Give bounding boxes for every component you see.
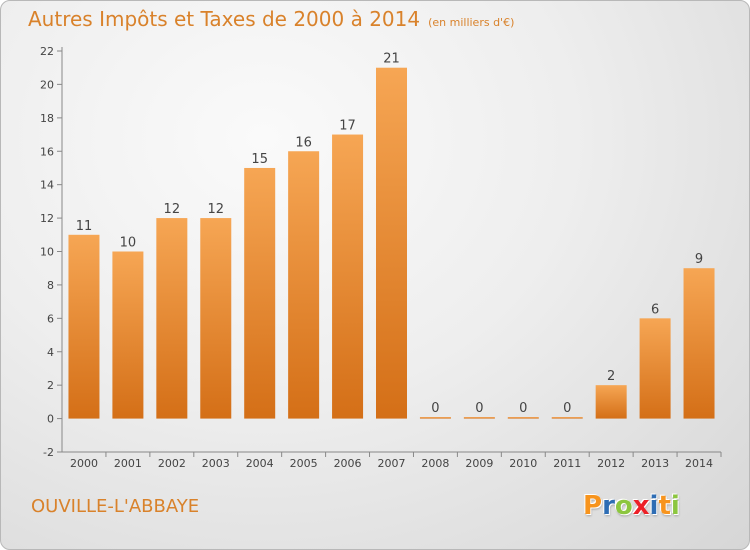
bar [595,385,627,419]
data-label: 0 [431,401,439,416]
bar [507,417,539,419]
data-label: 17 [339,119,356,134]
data-label: 2 [607,369,615,384]
x-tick-label: 2012 [597,457,625,470]
data-label: 9 [695,252,703,267]
y-tick-label: 2 [47,379,54,392]
y-tick-label: 8 [47,279,54,292]
chart-subtitle: (en milliers d'€) [428,16,515,29]
data-label: 11 [76,219,93,234]
bar [463,417,495,419]
proxiti-logo: Proxiti [583,491,680,521]
data-label: 16 [295,135,312,150]
bar [419,417,451,419]
x-tick-label: 2003 [202,457,230,470]
y-tick-label: 0 [47,413,54,426]
logo-letter: t [658,491,671,521]
x-tick-label: 2000 [70,457,98,470]
data-label: 0 [519,401,527,416]
logo-letter: i [649,491,659,521]
data-label: 12 [207,202,224,217]
chart-title: Autres Impôts et Taxes de 2000 à 2014 [28,7,421,31]
chart-header: Autres Impôts et Taxes de 2000 à 2014 (en… [28,7,514,31]
bar [376,67,407,419]
data-label: 10 [120,236,137,251]
x-tick-label: 2001 [114,457,142,470]
y-tick-label: 6 [47,312,54,325]
bar [551,417,583,419]
x-tick-label: 2002 [158,457,186,470]
x-tick-label: 2013 [641,457,669,470]
y-tick-label: 14 [40,179,54,192]
x-tick-label: 2005 [290,457,318,470]
y-tick-label: 4 [47,346,54,359]
y-tick-label: 22 [40,45,54,58]
bar [639,318,671,419]
bars [68,67,715,419]
y-tick-label: 10 [40,246,54,259]
x-tick-label: 2014 [685,457,713,470]
x-tick-label: 2008 [421,457,449,470]
bar [200,218,232,419]
y-tick-label: 12 [40,212,54,225]
bar [112,251,144,419]
x-tick-label: 2009 [465,457,493,470]
data-label: 21 [383,52,400,67]
bar [68,234,100,419]
data-label: 15 [251,152,268,167]
x-tick-label: 2004 [246,457,274,470]
x-tick-label: 2006 [334,457,362,470]
data-label: 6 [651,302,659,317]
bar [244,167,276,419]
logo-letter: o [614,491,633,521]
y-tick-label: 16 [40,145,54,158]
bar [288,151,320,419]
x-tick-label: 2011 [553,457,581,470]
commune-name: OUVILLE-L'ABBAYE [31,496,200,517]
data-labels: 11 10 12 12 15 16 17 21 0 0 0 0 2 6 9 [76,52,703,416]
logo-letter: r [602,491,615,521]
data-label: 12 [164,202,181,217]
y-tick-label: 20 [40,78,54,91]
bar [683,268,715,419]
logo-letter: i [670,491,680,521]
x-tick-label: 2007 [378,457,406,470]
logo-letter: x [632,491,650,521]
bar [156,218,188,419]
y-tick-label: 18 [40,112,54,125]
y-tick-label: -2 [43,446,54,459]
logo-letter: P [583,491,603,521]
x-tick-label: 2010 [509,457,537,470]
data-label: 0 [563,401,571,416]
bar [332,134,364,419]
data-label: 0 [475,401,483,416]
